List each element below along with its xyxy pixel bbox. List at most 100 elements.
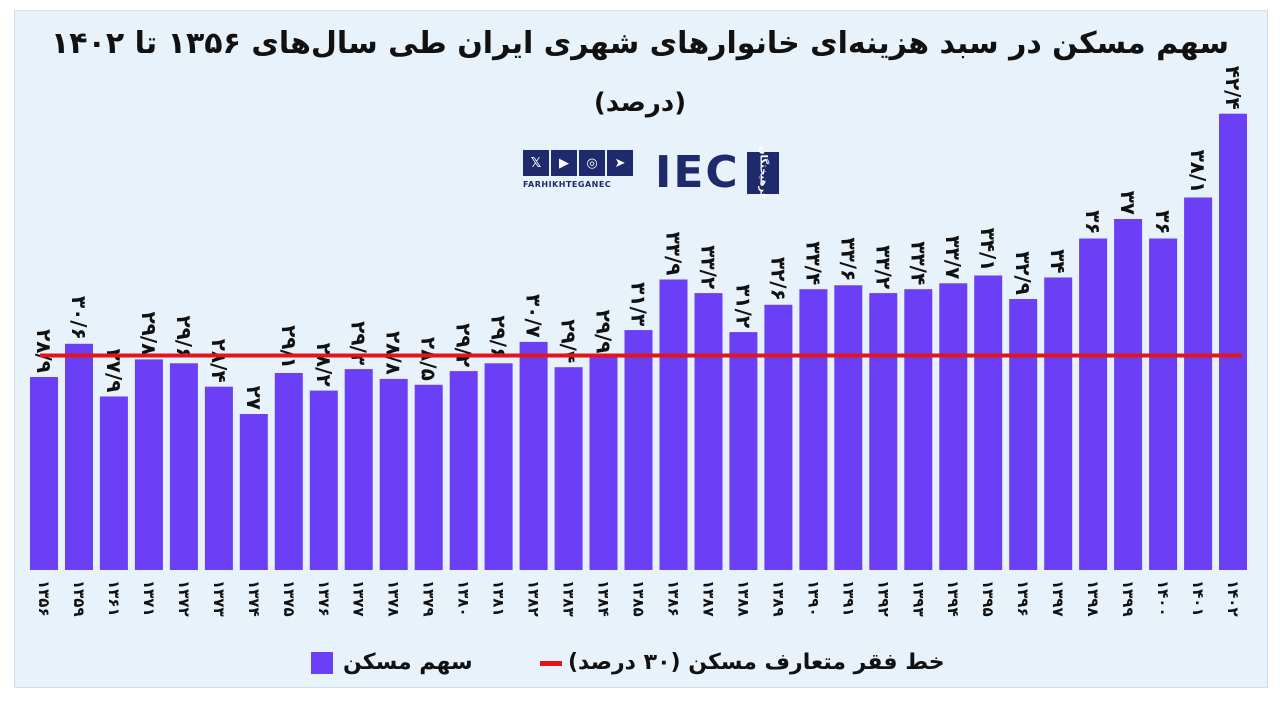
bar-value-label-8: ۲۸/۲ xyxy=(312,343,336,387)
x-tick-label-14: ۱۳۸۲ xyxy=(525,580,543,617)
x-tick-label-25: ۱۳۹۳ xyxy=(909,580,927,617)
x-tick-label-19: ۱۳۸۷ xyxy=(699,580,717,617)
bar-29 xyxy=(1044,277,1073,570)
bar-value-label-31: ۳۷ xyxy=(1116,191,1140,215)
x-tick-label-8: ۱۳۷۶ xyxy=(315,580,333,617)
x-tick-label-34: ۱۴۰۲ xyxy=(1224,580,1242,617)
bar-32 xyxy=(1149,238,1178,570)
x-tick-label-15: ۱۳۸۳ xyxy=(560,580,578,617)
telegram-icon: ➤ xyxy=(607,150,633,176)
bar-value-label-5: ۲۸/۴ xyxy=(207,339,231,383)
x-tick-label-33: ۱۴۰۱ xyxy=(1189,580,1207,617)
x-tick-label-22: ۱۳۹۰ xyxy=(804,580,822,617)
legend-line-swatch xyxy=(540,661,562,666)
bar-value-label-11: ۲۸/۵ xyxy=(417,337,441,381)
chart-title: سهم مسکن در سبد هزینه‌ای خانوارهای شهری … xyxy=(50,26,1230,61)
chart-subtitle: (درصد) xyxy=(593,88,687,118)
x-tick-label-27: ۱۳۹۵ xyxy=(979,580,997,617)
bar-11 xyxy=(414,384,443,571)
x-tick-label-5: ۱۳۷۳ xyxy=(210,580,228,617)
bar-value-label-28: ۳۲/۹ xyxy=(1011,251,1035,295)
bar-value-label-23: ۳۳/۶ xyxy=(836,237,860,281)
bar-19 xyxy=(694,293,723,570)
bar-25 xyxy=(904,289,933,570)
bar-value-label-34: ۴۲/۴ xyxy=(1221,66,1245,110)
bar-value-label-12: ۲۹/۲ xyxy=(452,323,476,367)
bar-24 xyxy=(869,293,898,570)
bar-4 xyxy=(169,363,198,570)
x-tick-label-2: ۱۳۶۱ xyxy=(105,580,123,617)
youtube-icon: ▶ xyxy=(551,150,577,176)
x-icon: 𝕏 xyxy=(523,150,549,176)
x-tick-label-9: ۱۳۷۷ xyxy=(350,580,368,617)
bar-21 xyxy=(764,304,793,570)
x-tick-label-31: ۱۳۹۹ xyxy=(1119,580,1137,617)
x-tick-label-26: ۱۳۹۴ xyxy=(944,580,962,617)
bar-14 xyxy=(519,341,548,570)
bar-15 xyxy=(554,367,583,570)
x-tick-label-13: ۱۳۸۱ xyxy=(490,580,508,617)
bar-value-label-14: ۳۰/۷ xyxy=(522,294,546,338)
bar-value-label-3: ۲۹/۸ xyxy=(137,311,161,355)
bar-value-label-24: ۳۳/۲ xyxy=(871,245,895,289)
x-tick-label-29: ۱۳۹۷ xyxy=(1049,580,1067,617)
bar-value-label-0: ۲۸/۹ xyxy=(32,329,56,373)
x-tick-label-18: ۱۳۸۶ xyxy=(665,580,683,617)
bar-value-label-29: ۳۴ xyxy=(1046,249,1070,273)
legend-bar-label: سهم مسکن xyxy=(343,650,473,675)
bar-27 xyxy=(974,275,1003,570)
legend-bar-swatch xyxy=(311,652,333,674)
x-tick-label-16: ۱۳۸۴ xyxy=(595,580,613,617)
x-tick-label-4: ۱۳۷۲ xyxy=(175,580,193,617)
legend-line-label: خط فقر متعارف مسکن (۳۰ درصد) xyxy=(568,650,945,675)
x-tick-label-0: ۱۳۵۶ xyxy=(35,580,53,617)
bar-value-label-4: ۲۹/۶ xyxy=(172,315,196,359)
bar-18 xyxy=(659,279,688,570)
logo-wordmark: IEC xyxy=(655,147,740,198)
bar-2 xyxy=(99,396,128,570)
bar-value-label-6: ۲۷ xyxy=(242,386,266,410)
bar-value-label-22: ۳۳/۴ xyxy=(801,241,825,285)
bar-value-label-18: ۳۳/۹ xyxy=(662,232,686,276)
bar-13 xyxy=(484,363,513,570)
bar-10 xyxy=(379,378,408,570)
bar-value-label-10: ۲۸/۸ xyxy=(382,331,406,375)
bar-value-label-26: ۳۳/۷ xyxy=(941,235,965,279)
bar-value-label-17: ۳۱/۳ xyxy=(627,282,651,326)
x-tick-label-32: ۱۴۰۰ xyxy=(1154,580,1172,617)
x-tick-label-28: ۱۳۹۶ xyxy=(1014,580,1032,617)
bar-value-label-7: ۲۹/۱ xyxy=(277,325,301,369)
x-tick-label-17: ۱۳۸۵ xyxy=(630,580,648,617)
bar-20 xyxy=(729,332,758,570)
bar-1 xyxy=(65,343,93,570)
bar-value-label-13: ۲۹/۶ xyxy=(487,315,511,359)
x-tick-label-10: ۱۳۷۸ xyxy=(385,580,403,617)
social-icons: 𝕏 ▶ ◎ ➤ xyxy=(523,150,633,176)
bar-5 xyxy=(204,386,233,570)
x-tick-label-12: ۱۳۸۰ xyxy=(455,580,473,617)
logo-badge: فرهیختگان xyxy=(747,146,779,200)
x-tick-label-1: ۱۳۵۹ xyxy=(70,580,88,617)
x-tick-label-6: ۱۳۷۴ xyxy=(245,580,263,617)
bar-value-label-16: ۲۹/۹ xyxy=(592,310,616,354)
bar-8 xyxy=(309,390,338,570)
bar-28 xyxy=(1009,299,1038,570)
bar-33 xyxy=(1184,197,1213,570)
x-tick-label-30: ۱۳۹۸ xyxy=(1084,580,1102,617)
bar-22 xyxy=(799,289,828,570)
bar-value-label-9: ۲۹/۳ xyxy=(347,321,371,365)
bar-26 xyxy=(939,283,968,570)
bar-12 xyxy=(449,371,478,570)
bar-0 xyxy=(30,377,58,570)
bar-30 xyxy=(1079,238,1108,570)
x-tick-label-7: ۱۳۷۵ xyxy=(280,580,298,617)
bar-value-label-32: ۳۶ xyxy=(1151,210,1175,234)
bar-value-label-27: ۳۴/۱ xyxy=(976,228,1000,272)
bar-value-label-1: ۳۰/۶ xyxy=(67,296,91,340)
x-tick-label-20: ۱۳۸۸ xyxy=(734,580,752,617)
bar-16 xyxy=(589,357,618,570)
bar-3 xyxy=(134,359,163,570)
bar-value-label-25: ۳۳/۴ xyxy=(906,241,930,285)
bar-23 xyxy=(834,285,863,570)
